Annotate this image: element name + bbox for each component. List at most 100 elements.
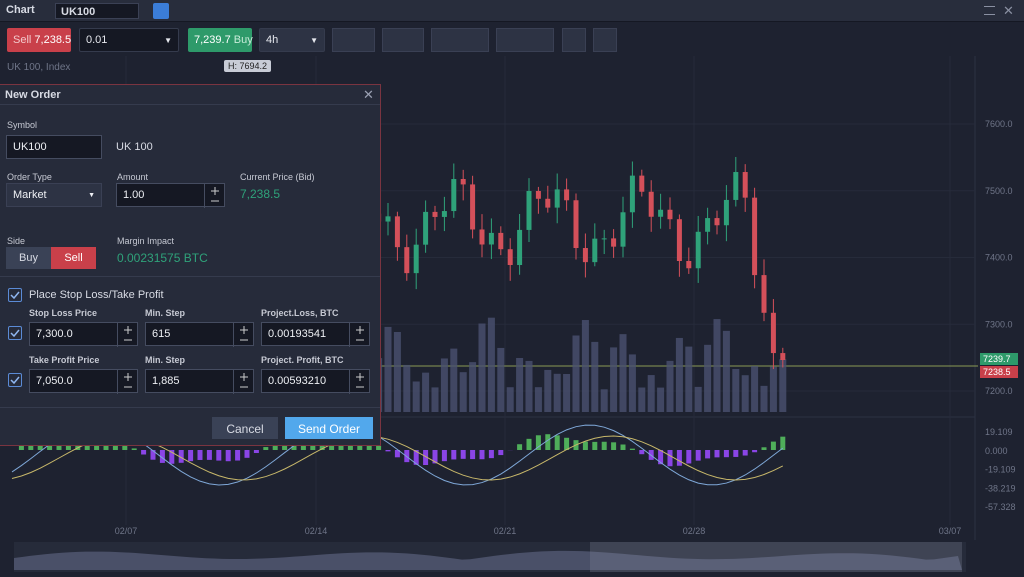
- send-order-button[interactable]: Send Order: [285, 417, 373, 439]
- histogram-bar: [150, 450, 156, 460]
- project: 0.00593210: [268, 375, 327, 387]
- histogram-bar: [517, 444, 523, 450]
- buy-button[interactable]: 7,239.7 Buy: [188, 28, 253, 52]
- price-label: Take Profit Price: [29, 355, 100, 365]
- candle-body: [545, 198, 551, 208]
- settings-button[interactable]: [593, 28, 617, 52]
- volume-bar: [741, 375, 749, 412]
- histogram-bar: [451, 450, 457, 460]
- volume-bar: [666, 360, 674, 412]
- step: 615: [152, 328, 171, 340]
- price-field[interactable]: 7,050.0: [29, 369, 138, 394]
- candle-body: [432, 211, 438, 217]
- divider: [0, 407, 380, 408]
- navigator-window: [590, 542, 962, 572]
- candle-body: [479, 229, 485, 245]
- stop-loss-checkbox[interactable]: [8, 326, 22, 340]
- histogram-bar: [235, 450, 241, 461]
- side-sell[interactable]: Sell: [51, 247, 96, 269]
- price-tick-label: 7200.0: [985, 386, 1013, 396]
- cancel-button[interactable]: Cancel: [212, 417, 278, 439]
- candle-body: [404, 247, 410, 274]
- volume-bar: [685, 346, 693, 412]
- amount: 1.00: [123, 189, 145, 201]
- chart-type-button[interactable]: [332, 28, 375, 52]
- time-button[interactable]: [431, 28, 489, 52]
- candle-body: [770, 312, 776, 354]
- volume-bar: [610, 347, 618, 412]
- histogram-bar: [263, 447, 269, 450]
- close-icon[interactable]: ✕: [1003, 3, 1014, 18]
- histogram-bar: [535, 435, 541, 450]
- histogram-bar: [159, 450, 165, 463]
- side-buy[interactable]: Buy: [6, 247, 51, 269]
- volume-bar: [647, 375, 655, 412]
- volume-bar: [516, 357, 524, 412]
- dialog-header: New Order ✕: [0, 85, 380, 105]
- candle-body: [507, 249, 513, 266]
- studies-button[interactable]: [562, 28, 586, 52]
- volume-bar: [403, 364, 411, 412]
- histogram-bar: [423, 450, 429, 466]
- volume-bar: [779, 359, 787, 412]
- stop-take-label: Place Stop Loss/Take Profit: [29, 289, 164, 301]
- order-type-label: Order Type: [7, 172, 52, 182]
- histogram-bar: [545, 434, 551, 450]
- histogram-bar: [178, 450, 184, 463]
- symbol-input[interactable]: UK100: [55, 3, 139, 19]
- histogram-bar: [141, 450, 147, 455]
- candle-body: [564, 189, 570, 201]
- histogram-bar: [733, 450, 739, 457]
- candle-body: [648, 191, 654, 217]
- histogram-bar: [592, 441, 598, 450]
- histogram-bar: [460, 450, 466, 459]
- date-label: 02/14: [305, 526, 328, 536]
- project-field[interactable]: 0.00593210: [261, 369, 370, 394]
- histogram-bar: [376, 445, 382, 450]
- step-field[interactable]: 1,885: [145, 369, 254, 394]
- project-field[interactable]: 0.00193541: [261, 322, 370, 347]
- histogram-bar: [611, 442, 617, 450]
- date-label: 02/07: [115, 526, 138, 536]
- step-field[interactable]: 615: [145, 322, 254, 347]
- histogram-bar: [197, 450, 203, 460]
- quantity-select[interactable]: 0.01 ▼: [79, 28, 179, 52]
- histogram-bar: [432, 450, 438, 464]
- sell-button[interactable]: Sell 7,238.5: [7, 28, 71, 52]
- draw-button[interactable]: [496, 28, 554, 52]
- histogram-bar: [188, 450, 194, 462]
- candle-body: [742, 172, 748, 198]
- histogram-bar: [629, 448, 635, 450]
- candle-body: [705, 218, 711, 232]
- dialog-title: New Order: [5, 89, 61, 101]
- dialog-close[interactable]: ✕: [363, 87, 374, 102]
- candle-body: [385, 216, 391, 222]
- candle-body: [535, 190, 541, 199]
- amount-field[interactable]: 1.00: [116, 183, 225, 208]
- candle-body: [733, 172, 739, 200]
- margin-value: 0.00231575 BTC: [117, 251, 208, 265]
- order-type-select[interactable]: Market ▼: [6, 183, 102, 207]
- date-label: 02/21: [494, 526, 517, 536]
- link-icon[interactable]: [153, 3, 169, 19]
- volume-bar: [431, 387, 439, 412]
- price-label: Stop Loss Price: [29, 308, 98, 318]
- marker-button[interactable]: [382, 28, 424, 52]
- volume-bar: [459, 372, 467, 412]
- histogram-bar: [206, 450, 212, 460]
- take-profit-checkbox[interactable]: [8, 373, 22, 387]
- symbol-field[interactable]: UK100: [6, 135, 102, 159]
- menu-icon[interactable]: [984, 6, 995, 15]
- histogram-bar: [122, 442, 128, 450]
- symbol-name: UK 100: [116, 141, 153, 153]
- candle-body: [423, 211, 429, 245]
- volume-bar: [506, 387, 514, 412]
- stop-take-checkbox[interactable]: [8, 288, 22, 302]
- interval-select[interactable]: 4h ▼: [259, 28, 325, 52]
- candle-body: [470, 184, 476, 230]
- candle-body: [394, 216, 400, 248]
- candle-body: [639, 175, 645, 192]
- price-field[interactable]: 7,300.0: [29, 322, 138, 347]
- indicator-tick-label: -19.109: [985, 465, 1016, 475]
